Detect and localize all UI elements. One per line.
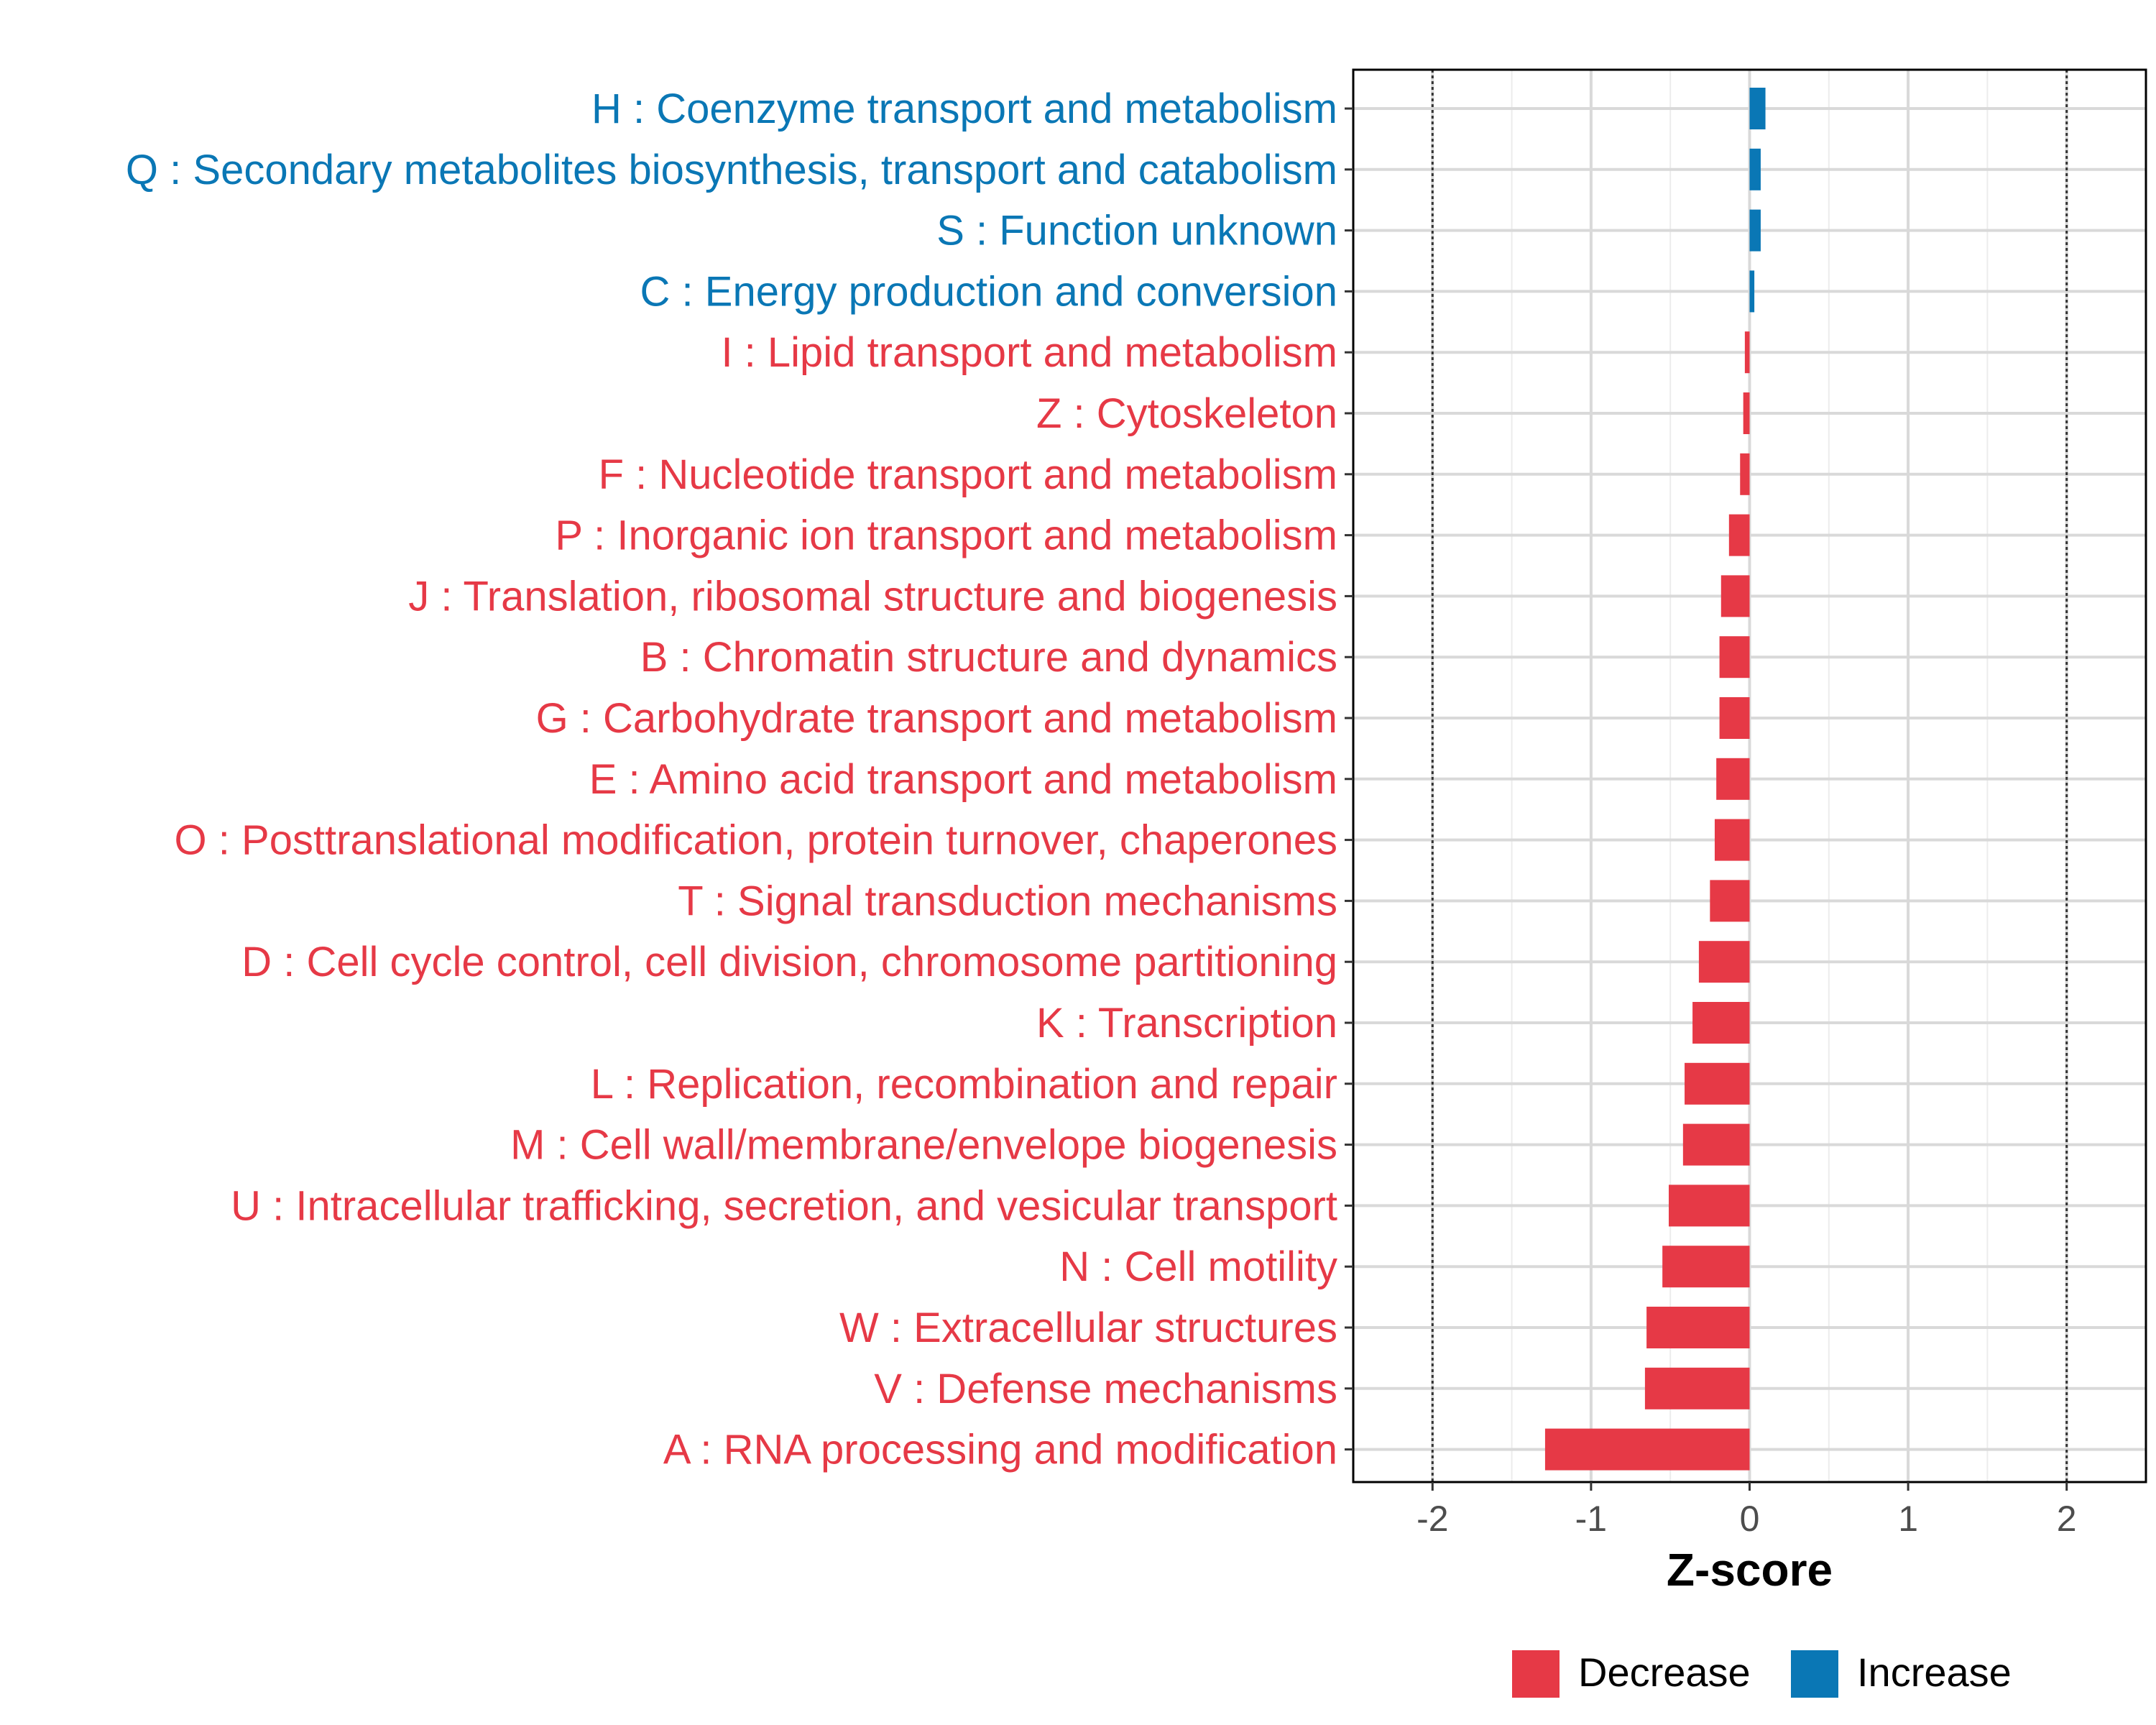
bar <box>1749 270 1755 313</box>
category-label: V : Defense mechanisms <box>874 1366 1337 1412</box>
category-label: E : Amino acid transport and metabolism <box>589 756 1337 803</box>
x-tick-label: 1 <box>1898 1499 1918 1539</box>
x-tick-label: -2 <box>1416 1499 1448 1539</box>
bar <box>1685 1062 1750 1105</box>
x-ticks: -2 -1 0 1 2 <box>1416 1482 2077 1539</box>
category-label: H : Coenzyme transport and metabolism <box>591 86 1337 132</box>
bar <box>1728 514 1750 556</box>
bar <box>1720 575 1750 617</box>
bar <box>1544 1428 1750 1471</box>
category-label: G : Carbohydrate transport and metabolis… <box>536 695 1337 742</box>
bar <box>1740 453 1750 495</box>
bar <box>1719 636 1750 678</box>
bar <box>1710 880 1750 922</box>
bar <box>1743 392 1750 434</box>
category-label: F : Nucleotide transport and metabolism <box>599 451 1337 498</box>
bar <box>1682 1123 1750 1166</box>
bar <box>1692 1002 1750 1044</box>
bar <box>1749 148 1761 190</box>
legend-label: Increase <box>1857 1650 2012 1695</box>
x-axis-title: Z-score <box>1667 1544 1833 1596</box>
category-label: D : Cell cycle control, cell division, c… <box>241 939 1337 985</box>
category-label: B : Chromatin structure and dynamics <box>640 634 1337 681</box>
category-label: Q : Secondary metabolites biosynthesis, … <box>126 147 1337 193</box>
category-label: C : Energy production and conversion <box>640 268 1337 315</box>
category-label: Z : Cytoskeleton <box>1036 390 1337 437</box>
category-label: O : Posttranslational modification, prot… <box>175 817 1337 864</box>
category-label: J : Translation, ribosomal structure and… <box>408 573 1337 620</box>
category-label: T : Signal transduction mechanisms <box>678 878 1337 924</box>
bar <box>1744 331 1750 374</box>
bar <box>1714 819 1750 861</box>
category-label: K : Transcription <box>1036 1000 1337 1046</box>
category-label: U : Intracellular trafficking, secretion… <box>231 1182 1337 1229</box>
bar <box>1749 88 1766 129</box>
bar <box>1668 1184 1750 1227</box>
legend-key <box>1791 1650 1838 1698</box>
x-tick-label: 2 <box>2057 1499 2077 1539</box>
legend-label: Decrease <box>1578 1650 1751 1695</box>
bar <box>1719 697 1750 739</box>
y-ticks <box>1345 107 1353 1451</box>
category-label: S : Function unknown <box>936 208 1337 254</box>
category-label: L : Replication, recombination and repai… <box>591 1061 1337 1108</box>
category-label: P : Inorganic ion transport and metaboli… <box>555 512 1337 559</box>
x-tick-label: -1 <box>1575 1499 1607 1539</box>
bars <box>1544 88 1766 1471</box>
bar <box>1749 209 1761 252</box>
bar <box>1646 1307 1750 1348</box>
bar <box>1662 1246 1750 1288</box>
category-label: M : Cell wall/membrane/envelope biogenes… <box>510 1122 1337 1169</box>
legend-key <box>1512 1650 1560 1698</box>
category-label: A : RNA processing and modification <box>663 1427 1337 1473</box>
category-labels: H : Coenzyme transport and metabolism Q :… <box>126 86 1337 1473</box>
x-tick-label: 0 <box>1740 1499 1760 1539</box>
bar <box>1644 1367 1750 1409</box>
category-label: N : Cell motility <box>1059 1243 1337 1290</box>
legend: Decrease Increase <box>1512 1650 2012 1698</box>
bar <box>1698 941 1750 983</box>
category-label: I : Lipid transport and metabolism <box>721 329 1337 376</box>
bar <box>1716 758 1750 800</box>
category-label: W : Extracellular structures <box>839 1305 1337 1351</box>
